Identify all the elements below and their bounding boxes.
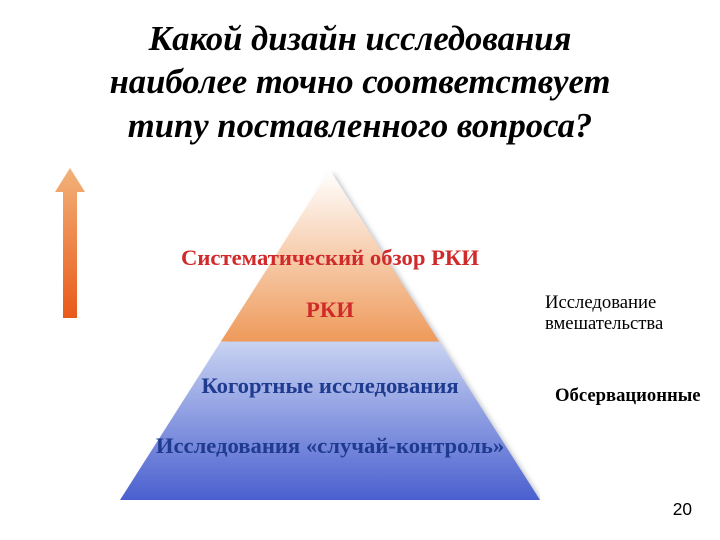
pyramid-level-l4: Исследования «случай-контроль» [156,433,504,459]
slide: Какой дизайн исследования наиболее точно… [0,0,720,540]
title-line-2: наиболее точно соответствует [0,61,720,104]
evidence-pyramid: Систематический обзор РКИ РКИ Когортные ис… [120,170,540,500]
title-line-1: Какой дизайн исследования [0,18,720,61]
page-number: 20 [673,499,692,520]
slide-title: Какой дизайн исследования наиболее точно… [0,18,720,148]
label-intervention-line2: вмешательства [545,313,663,334]
pyramid-level-l1: Систематический обзор РКИ [181,245,479,271]
label-intervention: Исследование вмешательства [545,292,663,335]
label-observational-text: Обсервационные [555,385,701,406]
label-observational: Обсервационные [555,385,701,406]
label-intervention-line1: Исследование [545,292,656,313]
pyramid-level-l2: РКИ [306,297,354,323]
pyramid-level-l3: Когортные исследования [201,373,458,399]
title-line-3: типу поставленного вопроса? [0,105,720,148]
evidence-arrow-icon [55,168,85,318]
